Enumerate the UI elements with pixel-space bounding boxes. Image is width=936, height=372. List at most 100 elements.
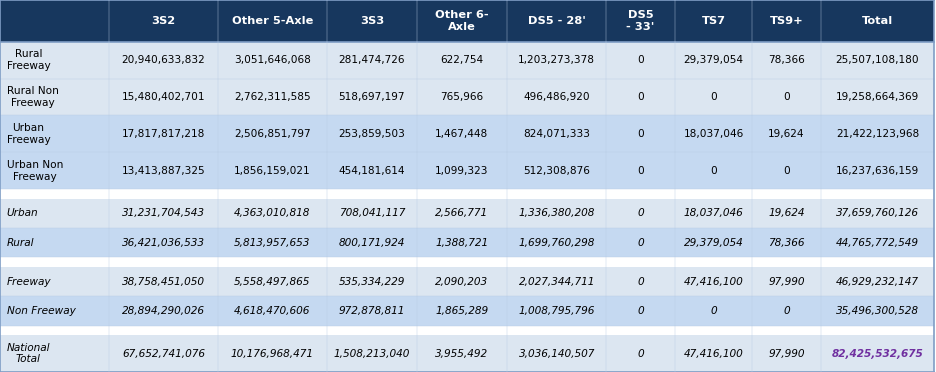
Bar — [753, 199, 821, 228]
Text: 44,765,772,549: 44,765,772,549 — [836, 238, 919, 248]
Text: TS9+: TS9+ — [769, 16, 803, 26]
Bar — [218, 228, 327, 257]
Text: 31,231,704,543: 31,231,704,543 — [122, 208, 205, 218]
Text: 518,697,197: 518,697,197 — [339, 92, 405, 102]
Bar — [821, 115, 934, 153]
Bar — [675, 0, 753, 42]
Bar — [507, 296, 607, 326]
Bar — [327, 199, 417, 228]
Text: 972,878,811: 972,878,811 — [339, 306, 405, 316]
Bar — [675, 228, 753, 257]
Text: 1,203,273,378: 1,203,273,378 — [519, 55, 595, 65]
Bar — [607, 153, 675, 189]
Bar — [218, 153, 327, 189]
Bar — [607, 335, 675, 372]
Text: 1,865,289: 1,865,289 — [435, 306, 489, 316]
Text: 2,027,344,711: 2,027,344,711 — [519, 277, 595, 286]
Bar — [218, 335, 327, 372]
Bar — [0, 78, 109, 115]
Text: Non Freeway: Non Freeway — [7, 306, 76, 316]
Text: 4,618,470,606: 4,618,470,606 — [234, 306, 311, 316]
Bar — [109, 335, 218, 372]
Bar — [821, 267, 934, 296]
Text: 10,176,968,471: 10,176,968,471 — [231, 349, 314, 359]
Bar — [507, 228, 607, 257]
Text: 496,486,920: 496,486,920 — [523, 92, 590, 102]
Bar — [109, 78, 218, 115]
Text: 0: 0 — [783, 92, 790, 102]
Bar — [218, 115, 327, 153]
Bar — [109, 199, 218, 228]
Text: 800,171,924: 800,171,924 — [339, 238, 405, 248]
Text: 78,366: 78,366 — [768, 55, 805, 65]
Bar — [417, 78, 507, 115]
Text: 0: 0 — [637, 129, 644, 139]
Bar — [417, 228, 507, 257]
Text: Rural Non
Freeway: Rural Non Freeway — [7, 86, 58, 108]
Bar — [327, 78, 417, 115]
Bar — [0, 115, 109, 153]
Bar — [607, 296, 675, 326]
Bar — [607, 42, 675, 78]
Text: National
Total: National Total — [7, 343, 50, 364]
Text: 67,652,741,076: 67,652,741,076 — [122, 349, 205, 359]
Bar — [821, 42, 934, 78]
Bar — [753, 0, 821, 42]
Text: 97,990: 97,990 — [768, 349, 805, 359]
Text: 1,508,213,040: 1,508,213,040 — [334, 349, 410, 359]
Bar — [675, 153, 753, 189]
Bar — [675, 115, 753, 153]
Bar — [675, 335, 753, 372]
Text: 2,090,203: 2,090,203 — [435, 277, 489, 286]
Bar — [0, 228, 109, 257]
Text: 13,413,887,325: 13,413,887,325 — [122, 166, 205, 176]
Text: 19,258,664,369: 19,258,664,369 — [836, 92, 919, 102]
Text: 622,754: 622,754 — [440, 55, 484, 65]
Text: 5,558,497,865: 5,558,497,865 — [234, 277, 311, 286]
Bar — [218, 78, 327, 115]
Bar — [109, 42, 218, 78]
Text: 38,758,451,050: 38,758,451,050 — [122, 277, 205, 286]
Bar — [0, 0, 109, 42]
Text: 17,817,817,218: 17,817,817,218 — [122, 129, 205, 139]
Bar — [417, 153, 507, 189]
Bar — [327, 42, 417, 78]
Text: 0: 0 — [710, 166, 717, 176]
Text: 765,966: 765,966 — [440, 92, 484, 102]
Bar — [0, 257, 934, 267]
Text: 19,624: 19,624 — [768, 208, 805, 218]
Bar — [109, 267, 218, 296]
Text: 3,955,492: 3,955,492 — [435, 349, 489, 359]
Bar — [327, 0, 417, 42]
Bar — [109, 228, 218, 257]
Text: Urban: Urban — [7, 208, 38, 218]
Text: 253,859,503: 253,859,503 — [339, 129, 405, 139]
Text: 35,496,300,528: 35,496,300,528 — [836, 306, 919, 316]
Bar — [821, 78, 934, 115]
Text: 36,421,036,533: 36,421,036,533 — [122, 238, 205, 248]
Bar — [675, 267, 753, 296]
Text: Rural: Rural — [7, 238, 34, 248]
Bar — [507, 335, 607, 372]
Text: 281,474,726: 281,474,726 — [339, 55, 405, 65]
Bar — [507, 0, 607, 42]
Text: 78,366: 78,366 — [768, 238, 805, 248]
Bar — [327, 267, 417, 296]
Text: 2,506,851,797: 2,506,851,797 — [234, 129, 311, 139]
Bar — [753, 153, 821, 189]
Bar — [327, 115, 417, 153]
Bar — [109, 115, 218, 153]
Bar — [218, 267, 327, 296]
Bar — [607, 0, 675, 42]
Text: 82,425,532,675: 82,425,532,675 — [831, 349, 923, 359]
Text: 0: 0 — [637, 238, 644, 248]
Text: 1,856,159,021: 1,856,159,021 — [234, 166, 311, 176]
Bar — [0, 267, 109, 296]
Text: 0: 0 — [637, 349, 644, 359]
Bar — [821, 0, 934, 42]
Bar — [417, 42, 507, 78]
Text: 0: 0 — [637, 166, 644, 176]
Bar — [507, 267, 607, 296]
Text: 1,388,721: 1,388,721 — [435, 238, 489, 248]
Bar — [327, 228, 417, 257]
